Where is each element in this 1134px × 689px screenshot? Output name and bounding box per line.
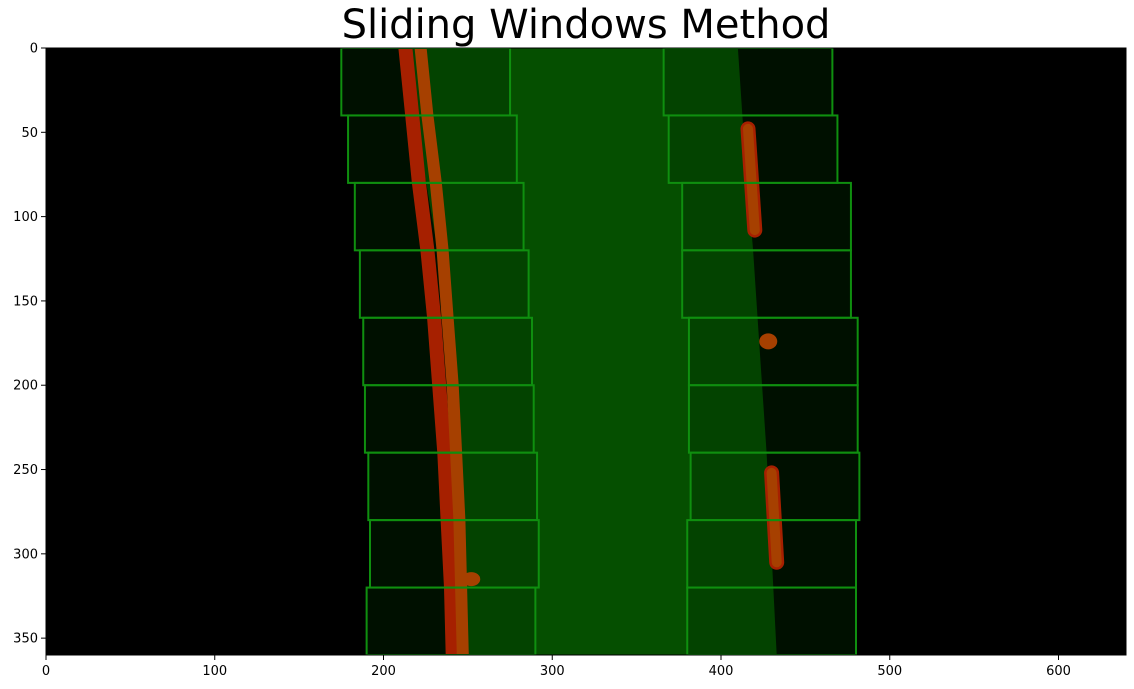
y-tick-label: 150: [13, 294, 38, 309]
left-window: [340, 48, 512, 117]
left-window: [347, 114, 518, 184]
right-window: [662, 48, 834, 117]
left-window: [367, 451, 539, 522]
right-window: [667, 114, 839, 184]
left-window: [365, 586, 537, 655]
left-window: [369, 519, 540, 589]
y-tick-label: 200: [13, 379, 38, 394]
x-tick-label: 100: [202, 664, 227, 679]
right-window: [681, 249, 852, 319]
right-window: [681, 181, 852, 252]
left-lane-blob: [462, 572, 481, 587]
y-tick-label: 100: [13, 210, 38, 225]
left-window: [363, 384, 535, 454]
chart-title: Sliding Windows Method: [341, 2, 831, 48]
left-window: [353, 181, 525, 252]
right-window: [689, 451, 861, 522]
y-tick-label: 50: [21, 126, 38, 141]
x-tick-label: 300: [540, 664, 565, 679]
axes-frame: [45, 47, 1127, 656]
y-tick-label: 350: [13, 632, 38, 647]
right-window: [687, 384, 859, 454]
x-tick-label: 0: [42, 664, 50, 679]
left-window: [362, 316, 533, 387]
right-window: [686, 519, 857, 589]
x-tick-label: 600: [1046, 664, 1071, 679]
x-tick-label: 400: [709, 664, 734, 679]
right-window: [687, 316, 859, 387]
left-window: [358, 249, 530, 319]
right-lane-segment-core: [766, 467, 782, 568]
y-tick-label: 0: [30, 42, 38, 57]
y-tick-label: 250: [13, 463, 38, 478]
y-tick-label: 300: [13, 547, 38, 562]
x-tick-label: 500: [877, 664, 902, 679]
right-window: [686, 586, 857, 655]
left-lane-pixels-outer: [414, 48, 469, 655]
x-tick-label: 200: [371, 664, 396, 679]
right-lane-segment-core: [743, 123, 760, 236]
left-lane-pixels-inner: [398, 48, 460, 655]
right-lane-blob: [759, 333, 778, 350]
